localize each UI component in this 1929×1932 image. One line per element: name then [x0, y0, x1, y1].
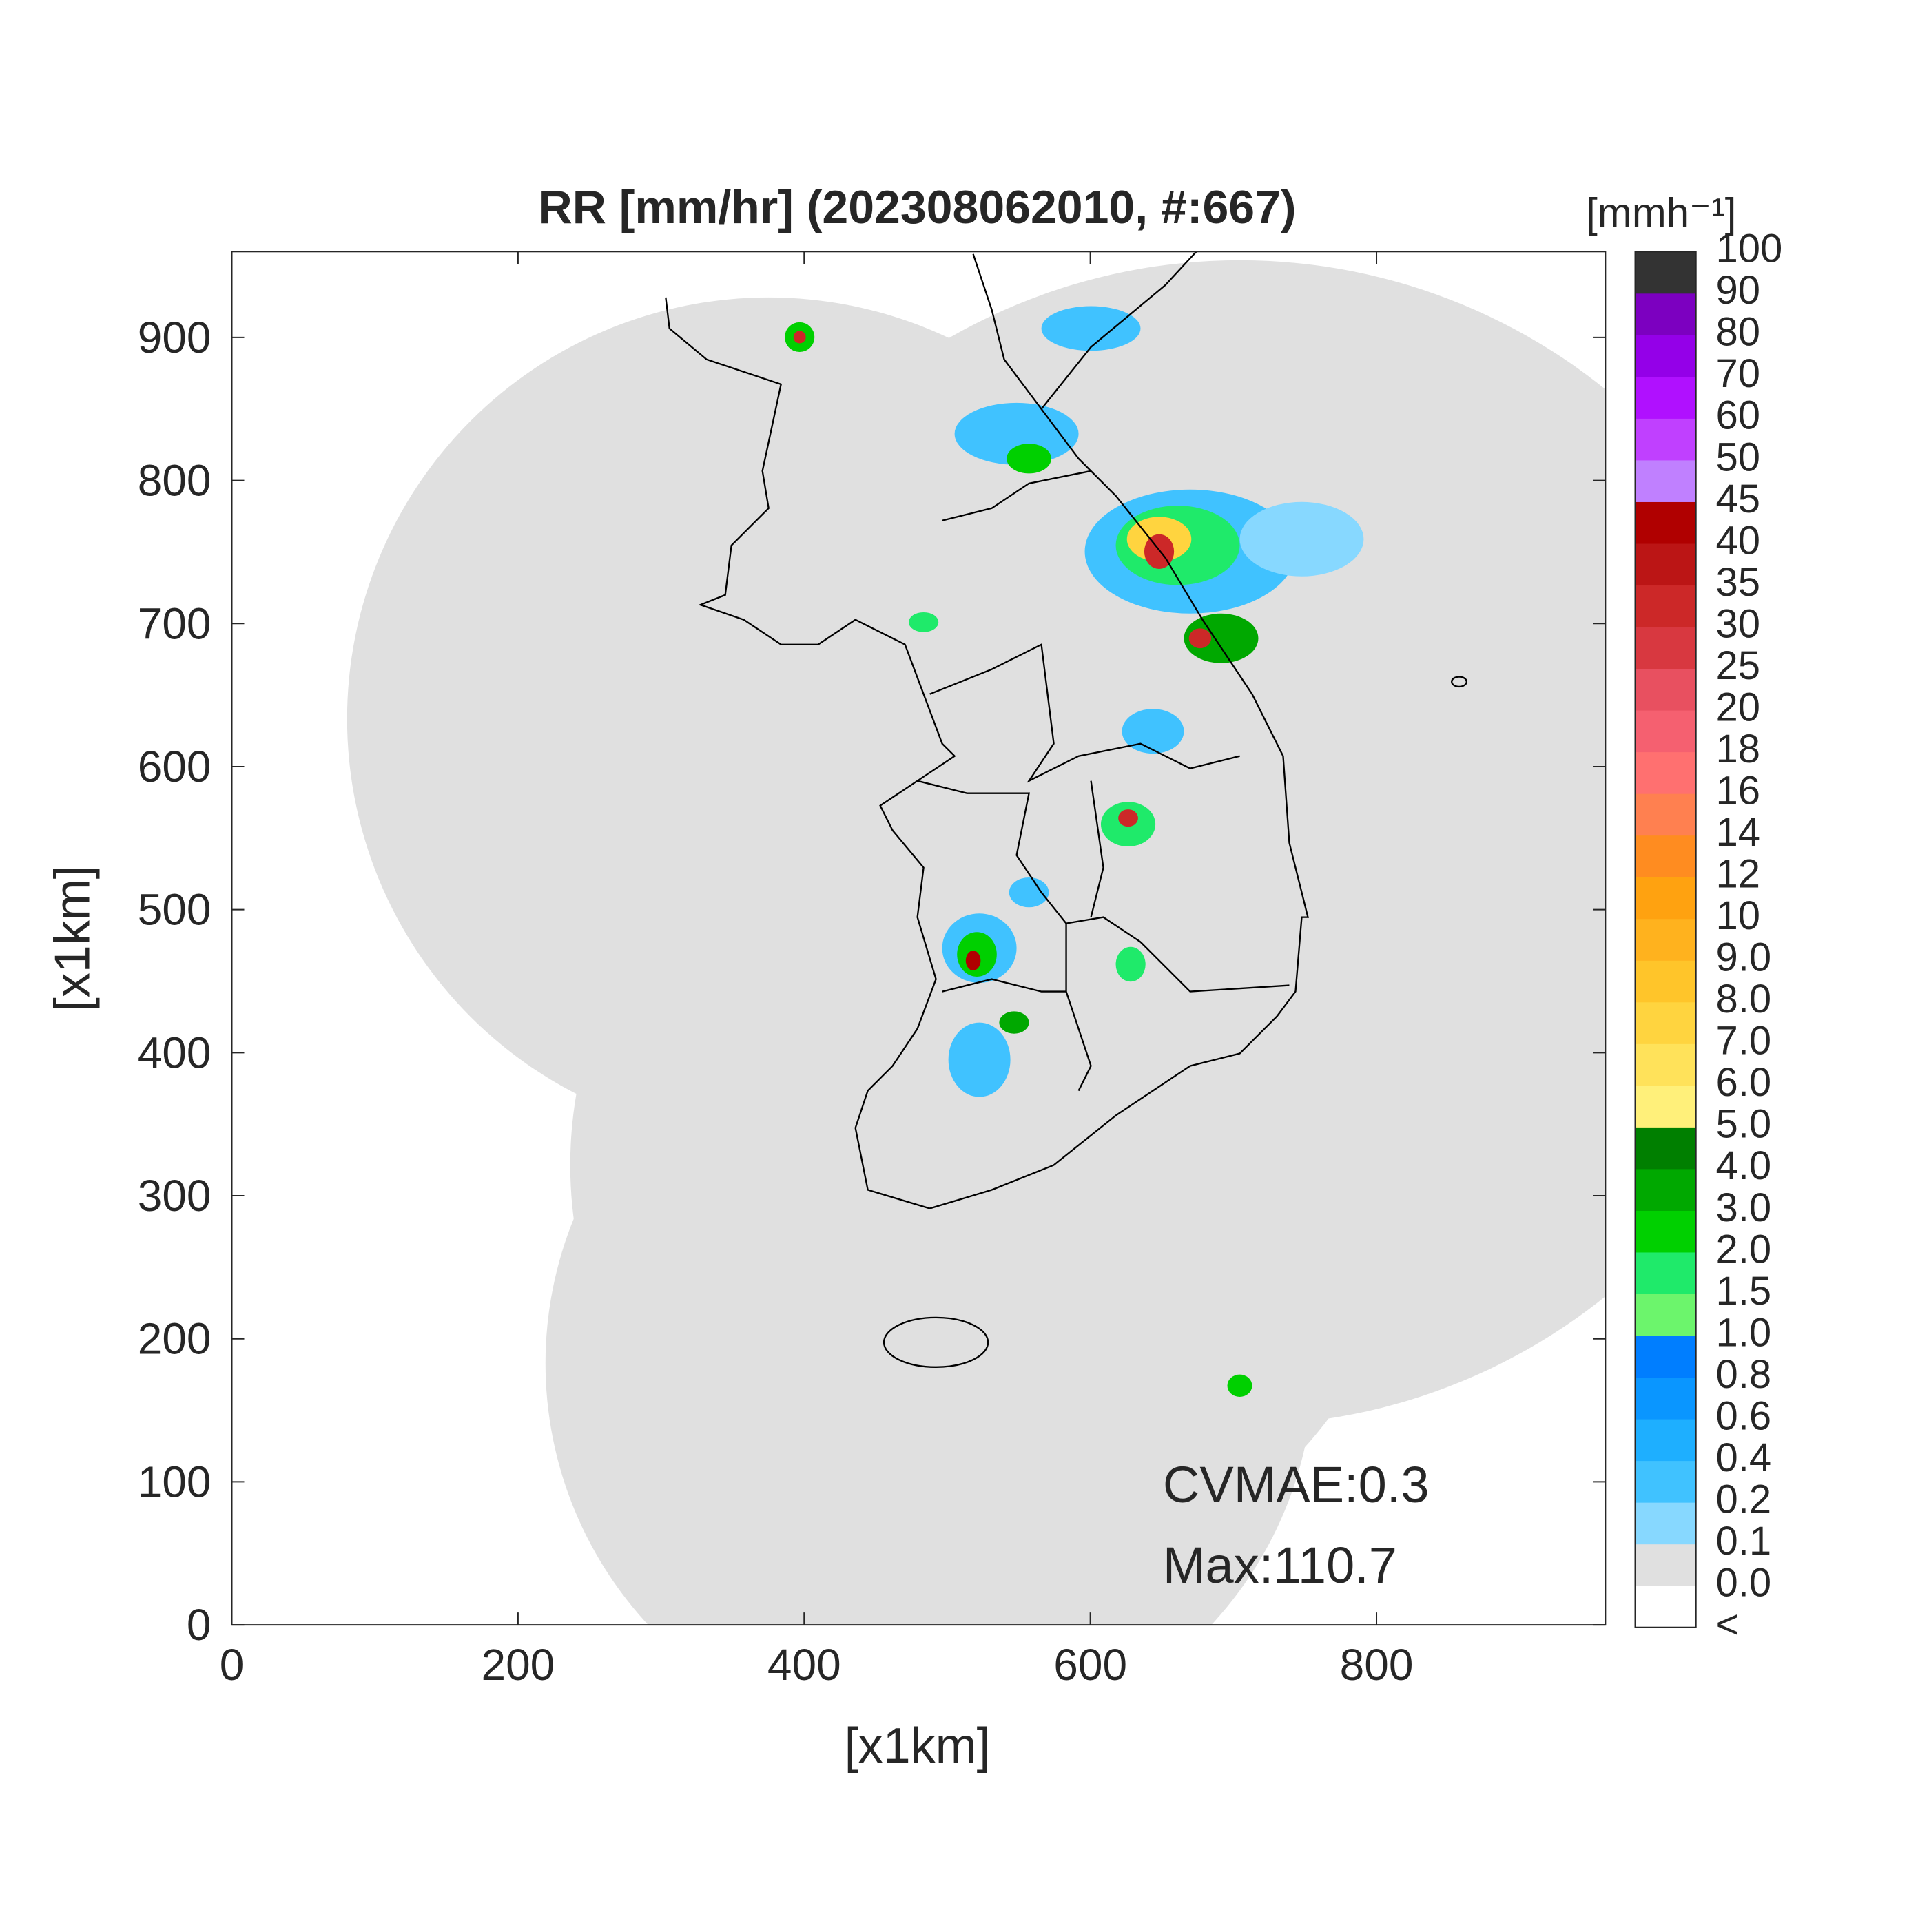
colorbar-cell — [1635, 1544, 1696, 1586]
colorbar-cell — [1635, 459, 1696, 502]
colorbar-cell — [1635, 1336, 1696, 1378]
x-tick-label: 400 — [767, 1640, 841, 1690]
y-tick-label: 500 — [138, 885, 212, 935]
colorbar-label: 70 — [1715, 351, 1760, 396]
colorbar-cell — [1635, 1460, 1696, 1503]
colorbar-label: 16 — [1715, 768, 1760, 813]
colorbar-label: 100 — [1715, 227, 1782, 271]
colorbar-cell — [1635, 751, 1696, 794]
colorbar-cell — [1635, 1085, 1696, 1128]
axes-box — [231, 251, 1607, 1626]
radar-coverage — [347, 260, 1606, 1625]
colorbar-frame — [1634, 251, 1697, 1628]
colorbar-label: 18 — [1715, 727, 1760, 771]
colorbar-cell — [1635, 1127, 1696, 1170]
colorbar-cell — [1635, 1294, 1696, 1336]
colorbar-cell — [1635, 1419, 1696, 1462]
colorbar-label: 14 — [1715, 810, 1760, 855]
colorbar-label: 30 — [1715, 601, 1760, 646]
y-axis-label: [x1km] — [45, 865, 101, 1011]
colorbar-label: 12 — [1715, 852, 1760, 897]
colorbar-label: 0.4 — [1715, 1435, 1771, 1480]
y-tick-label: 900 — [138, 313, 212, 362]
colorbar-label: 45 — [1715, 477, 1760, 521]
colorbar-cell — [1635, 1502, 1696, 1545]
colorbar-cell — [1635, 835, 1696, 877]
y-tick-label: 200 — [138, 1314, 212, 1364]
annotation: CVMAE:0.3 — [1163, 1456, 1430, 1513]
y-tick-label: 0 — [187, 1600, 212, 1650]
colorbar-label: 80 — [1715, 310, 1760, 355]
colorbar-label: 8.0 — [1715, 977, 1771, 1021]
colorbar-label: 3.0 — [1715, 1185, 1771, 1230]
y-tick-label: 300 — [138, 1171, 212, 1221]
colorbar-label: 9.0 — [1715, 935, 1771, 980]
colorbar-cell — [1635, 418, 1696, 461]
colorbar-label: 10 — [1715, 893, 1760, 938]
colorbar-cell — [1635, 1210, 1696, 1253]
x-tick-label: 800 — [1340, 1640, 1414, 1690]
colorbar-label: 2.0 — [1715, 1227, 1771, 1271]
colorbar-label: 6.0 — [1715, 1060, 1771, 1105]
x-axis-label: [x1km] — [845, 1718, 991, 1774]
colorbar-cell — [1635, 710, 1696, 753]
colorbar-label: 0.1 — [1715, 1519, 1771, 1564]
colorbar-cell — [1635, 877, 1696, 920]
colorbar-cell — [1635, 1586, 1696, 1628]
colorbar-cell — [1635, 376, 1696, 419]
colorbar-cell — [1635, 793, 1696, 836]
colorbar-cell — [1635, 627, 1696, 669]
y-tick-label: 600 — [138, 742, 212, 791]
colorbar-label: 35 — [1715, 560, 1760, 605]
x-tick-label: 200 — [481, 1640, 555, 1690]
y-tick-label: 100 — [138, 1457, 212, 1506]
colorbar-label: 1.0 — [1715, 1310, 1771, 1355]
x-tick-label: 600 — [1053, 1640, 1127, 1690]
map-layer — [347, 251, 1606, 1625]
colorbar-cell — [1635, 1168, 1696, 1211]
colorbar-label: 7.0 — [1715, 1019, 1771, 1063]
colorbar-cell — [1635, 585, 1696, 627]
y-tick-label: 400 — [138, 1028, 212, 1077]
colorbar-label: 50 — [1715, 435, 1760, 479]
colorbar-label: 0.2 — [1715, 1477, 1771, 1521]
colorbar-label: 0.0 — [1715, 1561, 1771, 1606]
colorbar-cell — [1635, 251, 1696, 294]
colorbar-label: 1.5 — [1715, 1269, 1771, 1313]
colorbar-title: [mmh⁻¹] — [1586, 189, 1736, 236]
rain-echoes — [785, 306, 1364, 1398]
colorbar-cell — [1635, 335, 1696, 377]
colorbar-label: 90 — [1715, 268, 1760, 313]
colorbar-cell — [1635, 543, 1696, 586]
colorbar-cell — [1635, 1251, 1696, 1294]
colorbar-label: 20 — [1715, 685, 1760, 729]
colorbar-cell — [1635, 1001, 1696, 1044]
colorbar-cell — [1635, 668, 1696, 711]
colorbar-label: 60 — [1715, 393, 1760, 438]
colorbar-cell — [1635, 1377, 1696, 1420]
colorbar-label: 5.0 — [1715, 1102, 1771, 1147]
colorbar-label: 4.0 — [1715, 1143, 1771, 1188]
colorbar-cell — [1635, 293, 1696, 335]
y-tick-label: 800 — [138, 456, 212, 506]
colorbar-label: < — [1715, 1602, 1739, 1647]
chart-title: RR [mm/hr] (202308062010, #:667) — [539, 181, 1297, 233]
x-tick-label: 0 — [220, 1640, 245, 1690]
colorbar-cell — [1635, 960, 1696, 1003]
colorbar-cell — [1635, 501, 1696, 544]
colorbar-cell — [1635, 918, 1696, 961]
colorbar-label: 40 — [1715, 518, 1760, 563]
colorbar-cell — [1635, 1043, 1696, 1086]
coastline — [665, 251, 1467, 1369]
colorbar-label: 0.6 — [1715, 1393, 1771, 1438]
colorbar-label: 25 — [1715, 643, 1760, 688]
y-tick-label: 700 — [138, 599, 212, 648]
annotation: Max:110.7 — [1163, 1537, 1397, 1594]
colorbar-label: 0.8 — [1715, 1352, 1771, 1397]
